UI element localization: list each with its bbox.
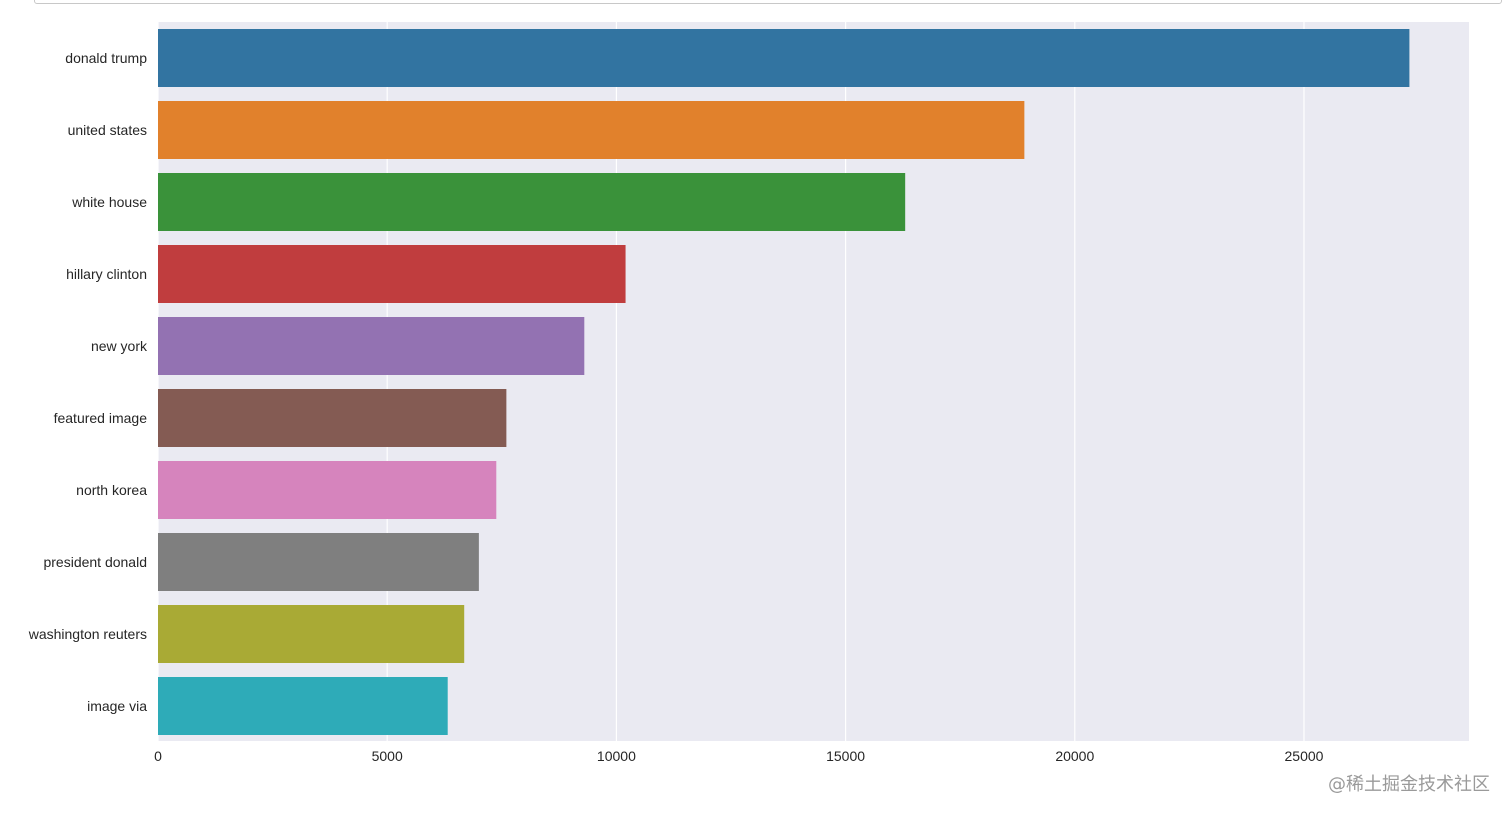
bar-new-york: [158, 317, 585, 375]
bars: [158, 29, 1410, 735]
bar-featured-image: [158, 389, 507, 447]
x-tick-label: 20000: [1055, 748, 1094, 764]
bar-president-donald: [158, 533, 479, 591]
y-tick-label: white house: [71, 194, 147, 210]
y-tick-label: donald trump: [65, 50, 147, 66]
x-tick-label: 0: [154, 748, 162, 764]
y-tick-label: washington reuters: [28, 626, 147, 642]
x-tick-label: 5000: [372, 748, 403, 764]
y-tick-label: featured image: [54, 410, 148, 426]
bar-image-via: [158, 677, 448, 735]
y-tick-label: united states: [68, 122, 147, 138]
x-tick-label: 15000: [826, 748, 865, 764]
y-tick-label: hillary clinton: [66, 266, 147, 282]
x-tick-label: 10000: [597, 748, 636, 764]
bar-hillary-clinton: [158, 245, 626, 303]
bar-united-states: [158, 101, 1025, 159]
y-tick-label: president donald: [43, 554, 147, 570]
bar-donald-trump: [158, 29, 1410, 87]
y-tick-label: north korea: [76, 482, 147, 498]
bar-washington-reuters: [158, 605, 465, 663]
bar-north-korea: [158, 461, 497, 519]
y-tick-label: new york: [91, 338, 148, 354]
x-tick-label: 25000: [1285, 748, 1324, 764]
bar-white-house: [158, 173, 906, 231]
watermark: @稀土掘金技术社区: [1328, 774, 1490, 795]
x-tick-labels: 0 5000 10000 15000 20000 25000: [154, 748, 1324, 764]
top-border-strip: [34, 0, 1502, 4]
y-tick-labels: donald trump united states white house hill…: [28, 50, 148, 714]
y-tick-label: image via: [87, 698, 147, 714]
